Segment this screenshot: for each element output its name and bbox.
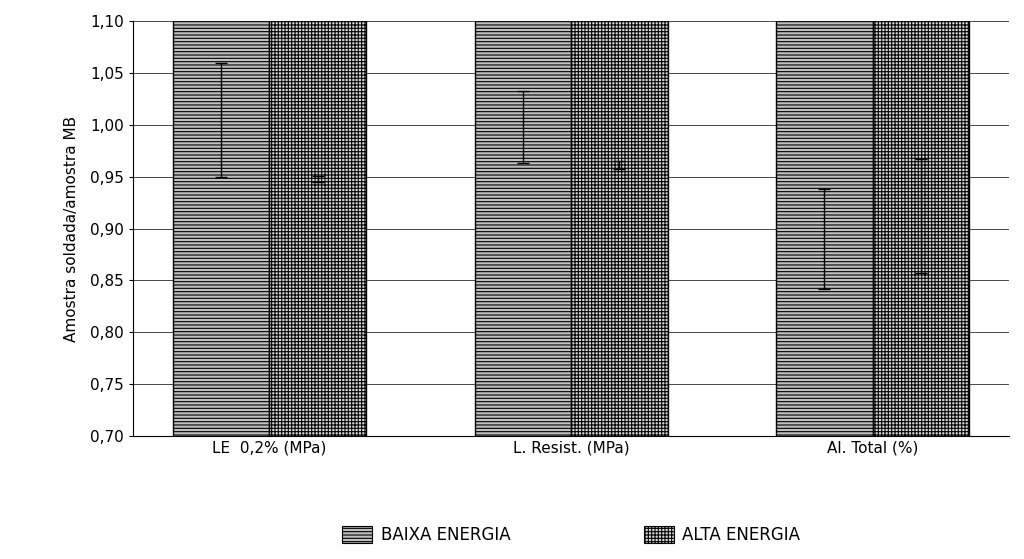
Bar (173, 0, 269, 436)
Bar (269, 0, 366, 436)
Legend: BAIXA ENERGIA, ALTA ENERGIA: BAIXA ENERGIA, ALTA ENERGIA (336, 519, 807, 551)
Bar (872, 0, 969, 436)
Bar (776, 0, 872, 436)
Y-axis label: Amostra soldada/amostra MB: Amostra soldada/amostra MB (65, 116, 79, 342)
Bar (474, 0, 571, 436)
Bar (571, 0, 668, 436)
